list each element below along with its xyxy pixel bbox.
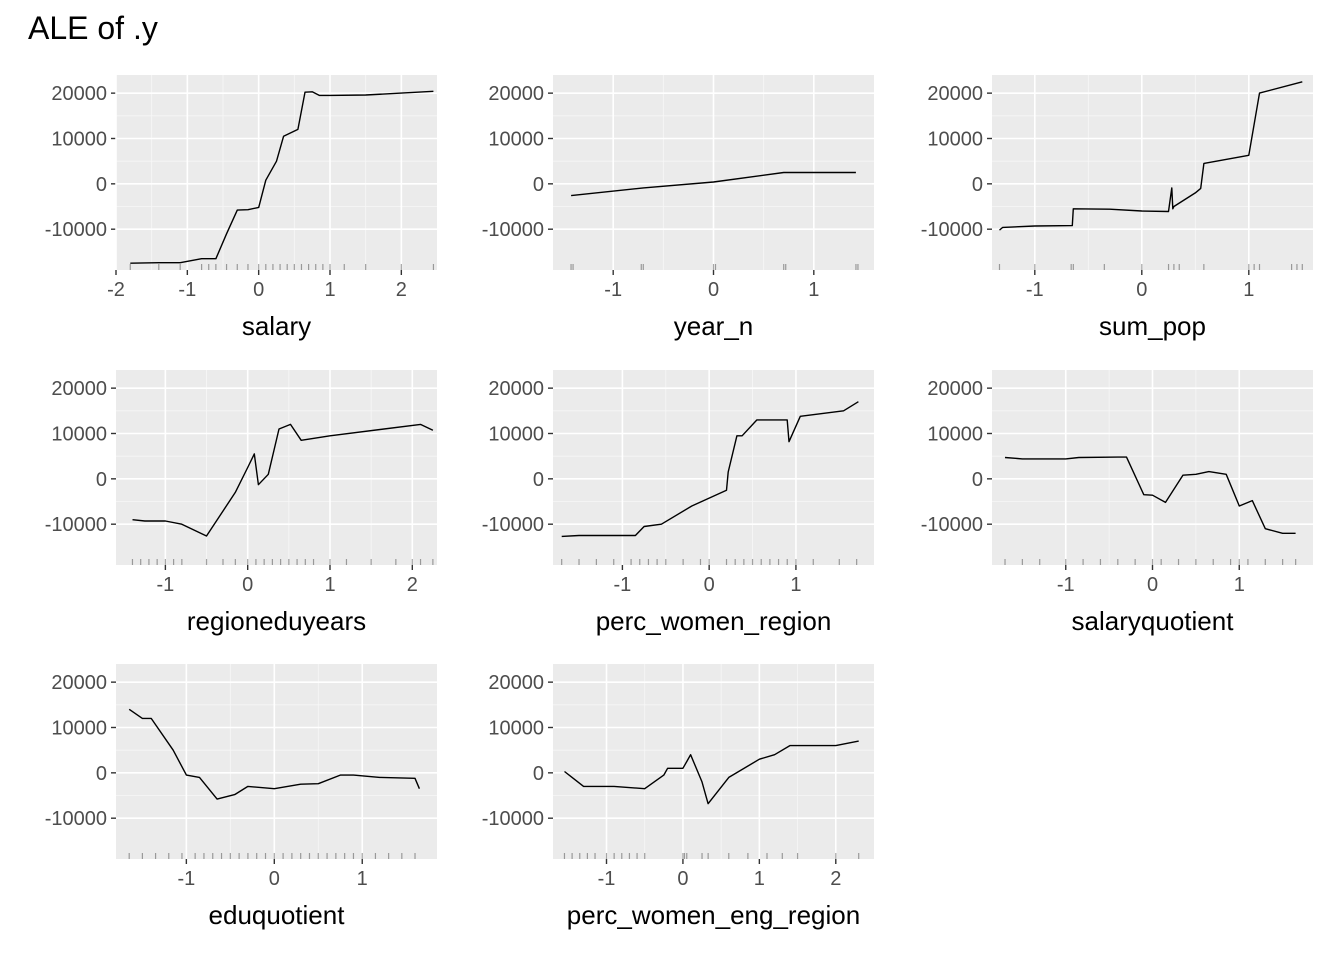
y-tick-label: 10000: [51, 128, 107, 150]
y-tick-label: -10000: [482, 219, 544, 241]
x-tick-label: 1: [1243, 279, 1254, 301]
y-tick-label: -10000: [921, 219, 983, 241]
x-tick-label: 0: [1147, 574, 1158, 596]
x-tick-label: -1: [178, 279, 196, 301]
y-tick-label: -10000: [921, 514, 983, 536]
y-tick-label: -10000: [45, 514, 107, 536]
y-tick-label: 10000: [51, 423, 107, 445]
x-tick-label: 0: [677, 868, 688, 890]
ale-panel-salary: -10000 0 10000 20000 -2 -1 0 1 2 salary: [45, 75, 437, 341]
x-tick-label: 2: [830, 868, 841, 890]
y-tick-label: 10000: [488, 717, 544, 739]
x-tick-label: 1: [324, 574, 335, 596]
x-axis-title: salary: [242, 311, 311, 341]
y-tick-label: 20000: [488, 378, 544, 400]
panel-background: [116, 664, 437, 859]
y-tick-label: 20000: [927, 83, 983, 105]
panel-background: [553, 370, 874, 565]
y-tick-label: 20000: [488, 672, 544, 694]
y-tick-label: 10000: [51, 717, 107, 739]
x-tick-label: 2: [407, 574, 418, 596]
ale-panel-perc_women_eng_region: -10000 0 10000 20000 -1 0 1 2 perc_women_eng_reg…: [482, 664, 874, 930]
y-tick-label: 10000: [927, 128, 983, 150]
y-tick-label: 0: [96, 469, 107, 491]
x-tick-label: -1: [598, 868, 616, 890]
y-tick-label: 10000: [488, 423, 544, 445]
x-tick-label: 0: [269, 868, 280, 890]
x-axis-title: sum_pop: [1099, 311, 1206, 341]
y-tick-label: 0: [96, 763, 107, 785]
x-tick-label: -2: [107, 279, 125, 301]
x-tick-label: 1: [808, 279, 819, 301]
x-axis-title: year_n: [674, 311, 754, 341]
ale-panel-year_n: -10000 0 10000 20000 -1 0 1 year_n: [482, 75, 874, 341]
x-tick-label: 1: [790, 574, 801, 596]
y-tick-label: 10000: [488, 128, 544, 150]
ale-line: [571, 171, 856, 197]
panel-background: [116, 370, 437, 565]
x-tick-label: -1: [614, 574, 632, 596]
ale-panel-eduquotient: -10000 0 10000 20000 -1 0 1 eduquotient: [45, 664, 437, 930]
x-axis-title: salaryquotient: [1072, 606, 1235, 636]
x-tick-label: 0: [704, 574, 715, 596]
y-tick-label: 0: [96, 174, 107, 196]
ale-panel-perc_women_region: -10000 0 10000 20000 -1 0 1 perc_women_region: [482, 370, 874, 636]
y-tick-label: 0: [533, 174, 544, 196]
x-tick-label: 1: [324, 279, 335, 301]
ale-panel-regioneduyears: -10000 0 10000 20000 -1 0 1 2 regioneduyears: [45, 370, 437, 636]
ale-panel-sum_pop: -10000 0 10000 20000 -1 0 1 sum_pop: [921, 75, 1313, 341]
y-tick-label: 0: [972, 469, 983, 491]
y-tick-label: 0: [533, 469, 544, 491]
ale-line: [564, 740, 859, 805]
y-tick-label: 20000: [51, 672, 107, 694]
x-tick-label: -1: [177, 868, 195, 890]
y-tick-label: -10000: [45, 219, 107, 241]
ale-line: [999, 81, 1303, 231]
y-tick-label: -10000: [482, 514, 544, 536]
y-tick-label: 10000: [927, 423, 983, 445]
x-tick-label: 1: [1234, 574, 1245, 596]
x-axis-title: perc_women_eng_region: [567, 900, 860, 930]
ale-line: [128, 708, 421, 800]
x-axis-title: eduquotient: [209, 900, 346, 930]
panel-background: [992, 75, 1313, 270]
ale-line: [132, 423, 434, 537]
y-tick-label: 20000: [51, 378, 107, 400]
x-tick-label: -1: [156, 574, 174, 596]
ale-line: [1004, 456, 1296, 534]
x-tick-label: -1: [1057, 574, 1075, 596]
x-tick-label: 2: [396, 279, 407, 301]
x-axis-title: perc_women_region: [596, 606, 832, 636]
y-tick-label: -10000: [45, 808, 107, 830]
ale-panel-salaryquotient: -10000 0 10000 20000 -1 0 1 salaryquotient: [921, 370, 1313, 636]
x-tick-label: -1: [1026, 279, 1044, 301]
y-tick-label: 0: [972, 174, 983, 196]
x-tick-label: 0: [242, 574, 253, 596]
panel-background: [116, 75, 437, 270]
x-tick-label: 1: [357, 868, 368, 890]
x-tick-label: -1: [604, 279, 622, 301]
ale-line: [561, 401, 859, 538]
x-tick-label: 0: [253, 279, 264, 301]
y-tick-label: 20000: [927, 378, 983, 400]
ale-line: [130, 90, 434, 264]
x-tick-label: 1: [754, 868, 765, 890]
y-tick-label: 0: [533, 763, 544, 785]
x-tick-label: 0: [708, 279, 719, 301]
panel-background: [553, 664, 874, 859]
y-tick-label: -10000: [482, 808, 544, 830]
figure-title: ALE of .y: [28, 10, 158, 46]
y-tick-label: 20000: [488, 83, 544, 105]
x-axis-title: regioneduyears: [187, 606, 366, 636]
y-tick-label: 20000: [51, 83, 107, 105]
x-tick-label: 0: [1136, 279, 1147, 301]
